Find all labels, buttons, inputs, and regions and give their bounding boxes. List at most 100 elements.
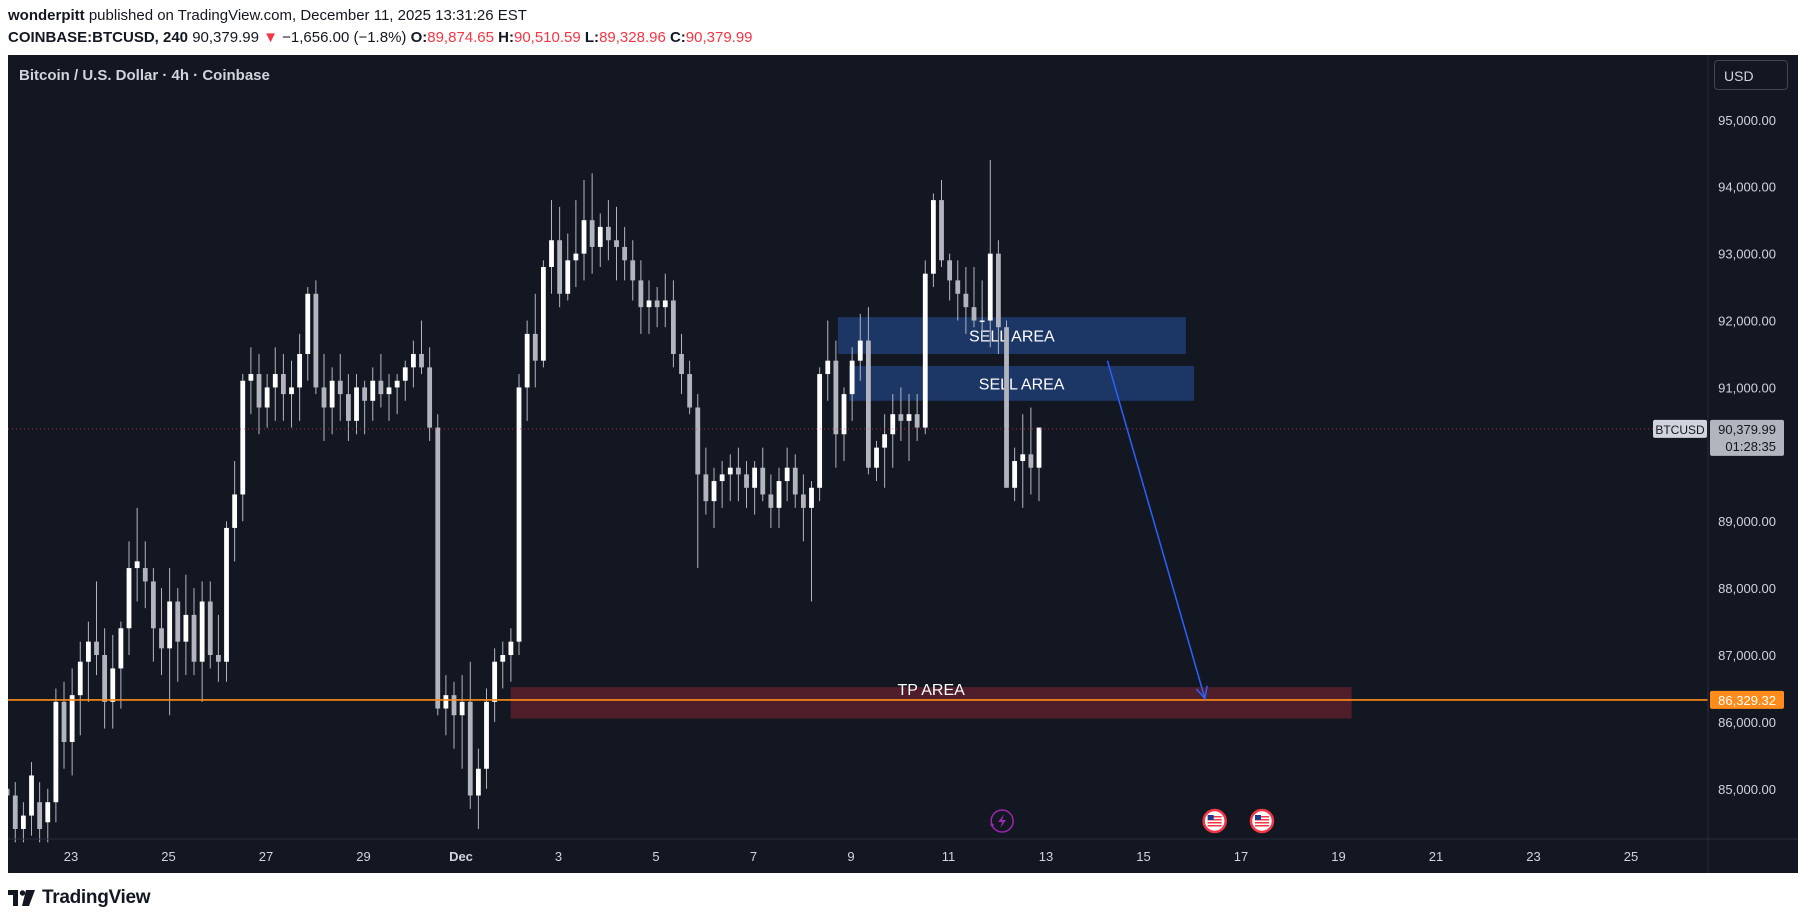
candle [110, 634, 116, 729]
sell-area-label: SELL AREA [979, 376, 1065, 393]
candle [12, 782, 18, 843]
candle-body [987, 253, 993, 321]
candle [459, 675, 465, 769]
close-label: C: [669, 29, 686, 46]
candle-body [150, 581, 156, 629]
candle-body [45, 802, 51, 823]
high-label: H: [498, 29, 514, 46]
candle [240, 374, 246, 522]
candle-body [500, 655, 506, 662]
close-value: 90,379.99 [685, 29, 753, 46]
candle [744, 461, 749, 508]
candle [264, 374, 270, 428]
us-flag-event-icon[interactable] [1202, 808, 1227, 834]
y-tick-label: 93,000.00 [1718, 247, 1776, 262]
candle [735, 447, 741, 502]
candle-body [752, 467, 758, 488]
tradingview-logo[interactable]: TradingView [8, 886, 151, 910]
candle [971, 267, 977, 328]
candle-body [825, 360, 831, 375]
currency-button[interactable]: USD [1714, 60, 1788, 90]
x-tick-label: 29 [356, 849, 370, 864]
candle [85, 621, 91, 702]
candle-body [809, 487, 814, 508]
countdown-text: 01:28:35 [1725, 439, 1776, 454]
candle [776, 467, 782, 528]
open-value: 89,874.65 [427, 29, 494, 46]
candle [167, 568, 173, 716]
candle-body [630, 260, 636, 281]
candle [29, 762, 34, 836]
candle-body [394, 380, 400, 388]
candle [207, 581, 213, 669]
candle [508, 628, 514, 682]
candle [760, 447, 766, 502]
flag-stripe [1207, 816, 1222, 818]
chart-panel[interactable]: SELL AREA SELL AREA TP AREA 95,000.00 94,00… [8, 55, 1798, 873]
candle [69, 668, 75, 776]
us-flag-event-icon[interactable] [1249, 808, 1275, 834]
candle-body [272, 374, 278, 388]
lightning-event-icon[interactable] [990, 809, 1014, 833]
candle-body [833, 360, 839, 435]
flag-stripe [1254, 816, 1269, 818]
candle-body [435, 427, 441, 709]
candle-body [280, 374, 286, 395]
publish-line: wonderpitt published on TradingView.com,… [8, 7, 527, 24]
candle [232, 461, 238, 562]
candle [272, 347, 278, 421]
candle-body [687, 374, 693, 408]
y-tick-label: 86,000.00 [1718, 715, 1776, 730]
candle-body [540, 267, 546, 361]
candle [1020, 414, 1026, 508]
candle [809, 481, 814, 602]
last-price-label: 90,379.99 01:28:35 [1710, 419, 1784, 456]
tp-area-zone[interactable] [510, 687, 1352, 719]
candle [825, 320, 831, 401]
candle [679, 333, 684, 395]
candle-body [126, 568, 132, 629]
candle [451, 681, 457, 749]
x-tick-label: 27 [259, 849, 273, 864]
candle-body [240, 380, 246, 495]
candle [175, 588, 181, 682]
candle [581, 180, 587, 281]
author-name[interactable]: wonderpitt [8, 7, 85, 24]
target-arrow[interactable] [1106, 360, 1206, 699]
candle [841, 387, 847, 462]
candle-body [549, 240, 554, 268]
candle [362, 380, 368, 435]
tp-area-label: TP AREA [898, 682, 966, 699]
candle [475, 748, 481, 829]
x-tick-label: 23 [1526, 849, 1540, 864]
candle-body [695, 407, 701, 475]
candle-body [264, 387, 270, 408]
candle [849, 347, 855, 421]
symbol-tag-bg [1653, 419, 1707, 438]
candle-body [646, 300, 652, 308]
sell-area-zone[interactable] [849, 366, 1195, 401]
candle-body [622, 246, 628, 261]
candle [500, 641, 506, 689]
candle [630, 240, 636, 301]
x-tick-label: 11 [942, 849, 956, 864]
candle-body [971, 307, 977, 321]
candle-body [841, 394, 847, 435]
candle-body [760, 467, 766, 495]
high-value: 90,510.59 [513, 29, 581, 46]
candle [134, 507, 140, 602]
candle-body [768, 494, 774, 508]
candle [995, 240, 1001, 354]
y-tick-label: 95,000.00 [1718, 113, 1776, 128]
candle [427, 347, 433, 441]
candle-body [337, 380, 343, 395]
candle [215, 614, 221, 682]
y-tick-label: 85,000.00 [1718, 782, 1776, 797]
x-tick-label: 23 [64, 849, 78, 864]
sell-area-zone[interactable] [837, 317, 1186, 354]
candle-body [191, 614, 197, 662]
candle [289, 360, 294, 428]
candle [37, 782, 43, 843]
candle-body [305, 293, 311, 354]
